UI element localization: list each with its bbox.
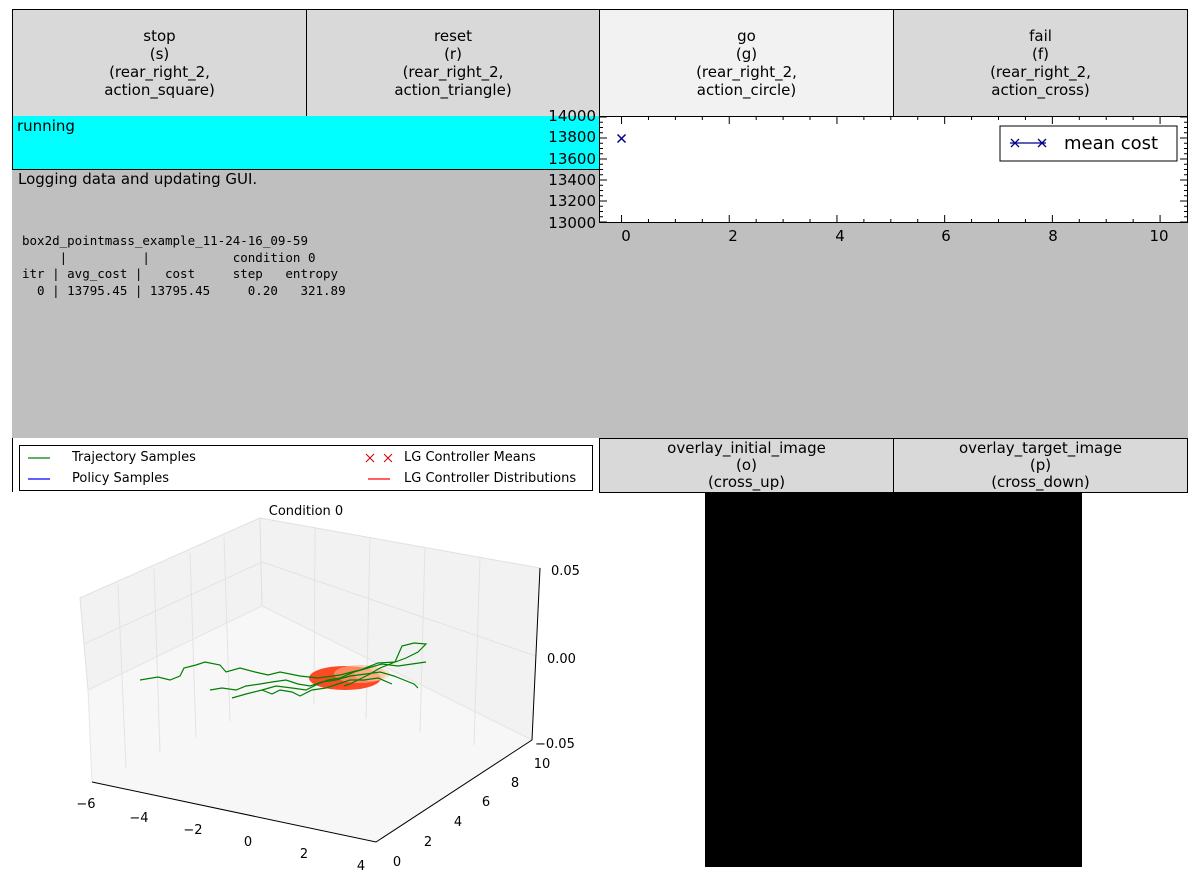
go-button-label: go [737,27,756,45]
z-tick-label: 0.05 [551,564,580,579]
trajectory-3d-plot: Condition 0 −6 −4 −2 0 2 4 0 2 4 6 8 10 … [76,504,580,874]
x-tick-label: 0 [244,835,252,850]
x-tick-label: 4 [835,227,845,245]
stop-button-action: action_square) [104,81,215,99]
overlay-initial-action: (cross_up) [707,473,786,491]
axes [91,567,541,843]
fail-button-key: (f) [1032,45,1049,63]
x-tick-label: −6 [76,797,95,812]
trajectory-sample [231,661,427,699]
x-tick-label: 2 [728,227,738,245]
reset-button-key: (r) [444,45,462,63]
reset-button-device: (rear_right_2, [402,63,504,81]
log-table: box2d_pointmass_example_11-24-16_09-59 |… [22,233,346,299]
y-tick-label: 10 [534,757,551,772]
stop-button-label: stop [143,27,176,45]
y-tick-label: 0 [393,855,401,870]
trajectory-sample [209,671,419,691]
mean-cost-plot: mean cost [599,116,1188,223]
camera-image-view [705,492,1082,867]
legend-label: LG Controller Distributions [404,471,577,486]
x-tick-label: −2 [183,823,202,838]
legend-item-lg-means: LG Controller Means [364,450,536,465]
cost-plot-y-axis: 14000 13800 13600 13400 13200 13000 [548,107,596,232]
go-button-action: action_circle) [696,81,797,99]
y-tick-label: 14000 [548,107,596,125]
stop-button[interactable]: stop (s) (rear_right_2, action_square) [12,9,307,117]
legend-item-trajectory: Trajectory Samples [28,450,196,465]
cost-legend: mean cost [999,125,1178,162]
y-tick-label: 4 [454,815,462,830]
status-text: running [17,117,75,135]
log-message: Logging data and updating GUI. [18,170,258,188]
reset-button-action: action_triangle) [394,81,512,99]
mean-cost-point-0 [617,133,627,144]
overlay-target-key: (p) [1029,456,1052,474]
fail-button-device: (rear_right_2, [990,63,1091,81]
x-tick-label: 2 [300,847,308,862]
status-indicator: running [12,116,600,170]
legend-item-policy: Policy Samples [28,471,169,486]
x-tick-label: −4 [129,811,148,826]
y-tick-label: 13600 [548,150,596,168]
mean-cost-series [617,133,627,144]
fail-button[interactable]: fail (f) (rear_right_2, action_cross) [893,9,1188,117]
axis-tick-labels: −6 −4 −2 0 2 4 0 2 4 6 8 10 0.05 0.00 −0… [76,564,580,874]
reset-button[interactable]: reset (r) (rear_right_2, action_triangle… [306,9,600,117]
x-tick-label: 8 [1048,227,1058,245]
y-tick-label: 13000 [548,214,596,232]
trajectory-legend: Trajectory Samples Policy Samples LG Con… [19,445,593,491]
legend-label: LG Controller Means [404,450,536,465]
x-tick-label: 4 [357,859,365,874]
log-line-condition: | | condition 0 [22,249,316,265]
overlay-initial-label: overlay_initial_image [667,439,826,457]
stop-button-key: (s) [149,45,170,63]
x-tick-label: 6 [941,227,951,245]
go-button-key: (g) [735,45,758,63]
x-tick-label: 0 [621,227,631,245]
fail-button-label: fail [1029,27,1052,45]
fail-button-action: action_cross) [991,81,1090,99]
log-line-header: itr | avg_cost | cost step entropy [22,266,339,281]
y-tick-label: 6 [482,795,490,810]
go-button[interactable]: go (g) (rear_right_2, action_circle) [599,9,894,117]
overlay-target-action: (cross_down) [991,473,1090,491]
y-tick-label: 2 [424,835,432,850]
stop-button-device: (rear_right_2, [109,63,210,81]
y-tick-label: 13800 [548,128,596,146]
y-tick-label: 8 [511,776,519,791]
legend-item-lg-distributions: LG Controller Distributions [364,471,576,486]
reset-button-label: reset [434,27,472,45]
legend-mean-cost: mean cost [1064,133,1158,154]
trajectory-sample [261,677,393,697]
trajectory-samples [139,642,428,699]
overlay-initial-image-button[interactable]: overlay_initial_image (o) (cross_up) [599,438,894,493]
z-tick-label: 0.00 [547,652,576,667]
overlay-target-label: overlay_target_image [958,439,1122,457]
overlay-target-image-button[interactable]: overlay_target_image (p) (cross_down) [893,438,1188,493]
legend-label: Trajectory Samples [72,450,196,465]
log-line-experiment: box2d_pointmass_example_11-24-16_09-59 [22,233,308,248]
plot-title: Condition 0 [269,504,343,519]
x-tick-label: 10 [1149,227,1168,245]
log-line-row: 0 | 13795.45 | 13795.45 0.20 321.89 [22,282,346,298]
legend-label: Policy Samples [72,471,170,486]
y-tick-label: 13200 [548,192,596,210]
go-button-device: (rear_right_2, [696,63,797,81]
y-tick-label: 13400 [548,171,596,189]
grid-lines [83,526,537,769]
overlay-initial-key: (o) [736,456,757,474]
z-tick-label: −0.05 [535,737,575,752]
cost-plot-x-axis: 0 2 4 6 8 10 [621,227,1168,245]
